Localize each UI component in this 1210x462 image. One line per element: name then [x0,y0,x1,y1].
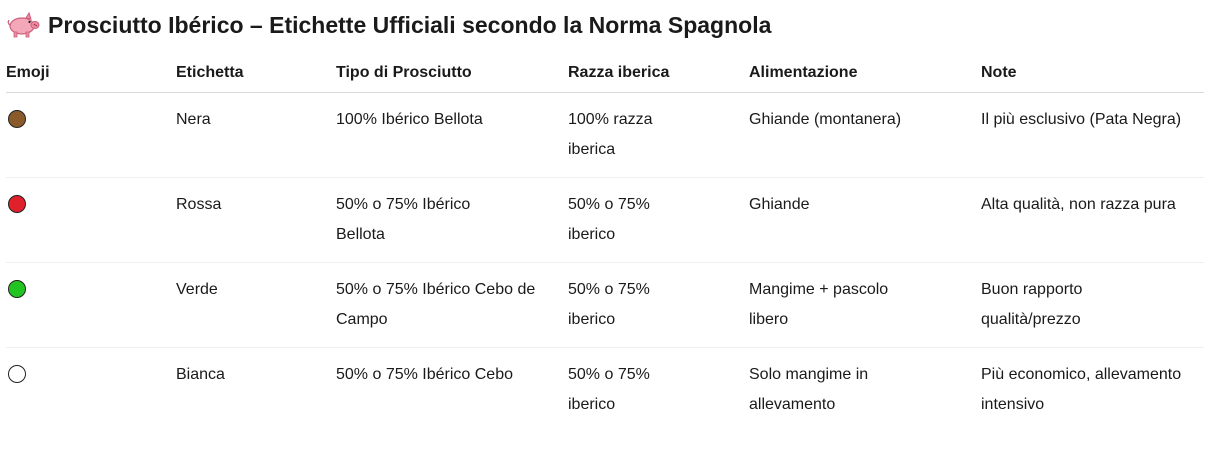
razza-cell: 50% o 75% iberico [568,366,650,413]
etichetta-cell: Nera [176,92,336,178]
alimentazione-cell: Mangime + pascolo libero [749,262,981,348]
note-cell: Alta qualità, non razza pura [981,177,1204,263]
header-etichetta: Etichetta [176,54,336,93]
emoji-cell [6,177,176,263]
emoji-cell [6,92,176,178]
note-cell: Il più esclusivo (Pata Negra) [981,92,1204,178]
etichetta-cell: Rossa [176,177,336,263]
alimentazione-cell: Solo mangime in allevamento [749,366,869,413]
razza-cell: 50% o 75% iberico [568,262,749,348]
green-circle-icon [8,280,26,298]
alimentazione-cell: Ghiande [749,177,981,263]
tipo-cell: 50% o 75% Ibérico Cebo de Campo [336,262,568,348]
header-tipo: Tipo di Prosciutto [336,54,568,93]
razza-cell: 50% o 75% iberico [568,177,749,263]
note-cell: Più economico, allevamento intensivo [981,366,1182,413]
page-title: Prosciutto Ibérico – Etichette Ufficiali… [48,11,772,38]
etichetta-cell: Bianca [176,366,225,383]
header-emoji: Emoji [6,54,176,93]
table-header-row: Emoji Etichetta Tipo di Prosciutto Razza… [6,54,1204,93]
tipo-cell: 100% Ibérico Bellota [336,92,568,178]
labels-table: Emoji Etichetta Tipo di Prosciutto Razza… [6,54,1204,432]
pig-icon [7,11,40,38]
table-row: Rossa 50% o 75% Ibérico Bellota 50% o 75… [6,177,1204,263]
header-note: Note [981,54,1204,93]
table-row: Nera 100% Ibérico Bellota 100% razza ibe… [6,92,1204,178]
header-razza: Razza iberica [568,54,749,93]
table-row: Bianca 50% o 75% Ibérico Cebo 50% o 75% … [6,348,1204,433]
etichetta-cell: Verde [176,262,336,348]
red-circle-icon [8,195,26,213]
emoji-cell [6,262,176,348]
emoji-cell [6,348,176,433]
table-row: Verde 50% o 75% Ibérico Cebo de Campo 50… [6,262,1204,348]
note-cell: Buon rapporto qualità/prezzo [981,262,1204,348]
alimentazione-cell: Ghiande (montanera) [749,92,981,178]
white-circle-icon [8,365,26,383]
title-row: Prosciutto Ibérico – Etichette Ufficiali… [6,8,771,42]
razza-cell: 100% razza iberica [568,92,749,178]
tipo-cell: 50% o 75% Ibérico Cebo [336,366,513,383]
brown-circle-icon [8,110,26,128]
header-alimentazione: Alimentazione [749,54,981,93]
tipo-cell: 50% o 75% Ibérico Bellota [336,177,568,263]
